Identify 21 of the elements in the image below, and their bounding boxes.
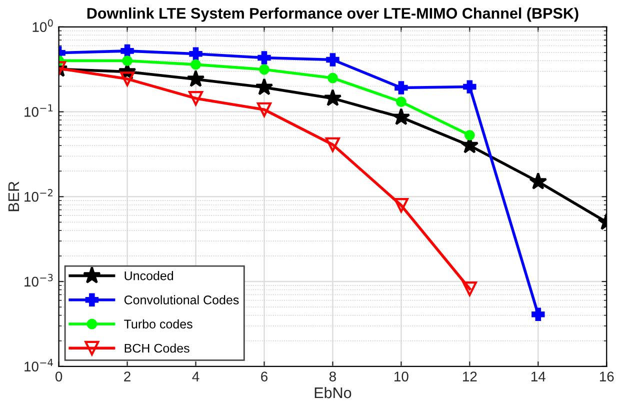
x-tick-label: 4 bbox=[192, 372, 200, 382]
x-tick-label: 12 bbox=[463, 372, 477, 382]
x-tick-label: 2 bbox=[124, 372, 130, 382]
x-tick-label: 14 bbox=[531, 372, 546, 382]
y-tick-label: 10$^{0}$ bbox=[32, 19, 53, 32]
legend-label: Uncoded bbox=[124, 271, 174, 280]
x-tick-label: 6 bbox=[261, 372, 268, 382]
y-tick-label: 10$^{−2}$ bbox=[24, 189, 52, 202]
chart-title: Downlink LTE System Performance over LTE-MIMO Channel (BPSK) bbox=[87, 8, 578, 22]
x-tick-label: 10 bbox=[394, 372, 408, 382]
x-tick-label: 0 bbox=[55, 372, 62, 382]
y-axis-title: BER bbox=[8, 182, 19, 212]
y-tick-label: 10$^{−1}$ bbox=[24, 104, 53, 117]
legend-label: Convolutional Codes bbox=[124, 295, 239, 304]
legend-label: BCH Codes bbox=[124, 343, 190, 353]
y-tick-label: 10$^{−4}$ bbox=[24, 358, 53, 372]
x-axis-title: EbNo bbox=[314, 386, 352, 398]
y-tick-label: 10$^{−3}$ bbox=[24, 274, 53, 287]
legend-label: Turbo codes bbox=[124, 319, 192, 329]
x-tick-label: 16 bbox=[600, 372, 614, 382]
x-tick-label: 8 bbox=[329, 372, 336, 382]
